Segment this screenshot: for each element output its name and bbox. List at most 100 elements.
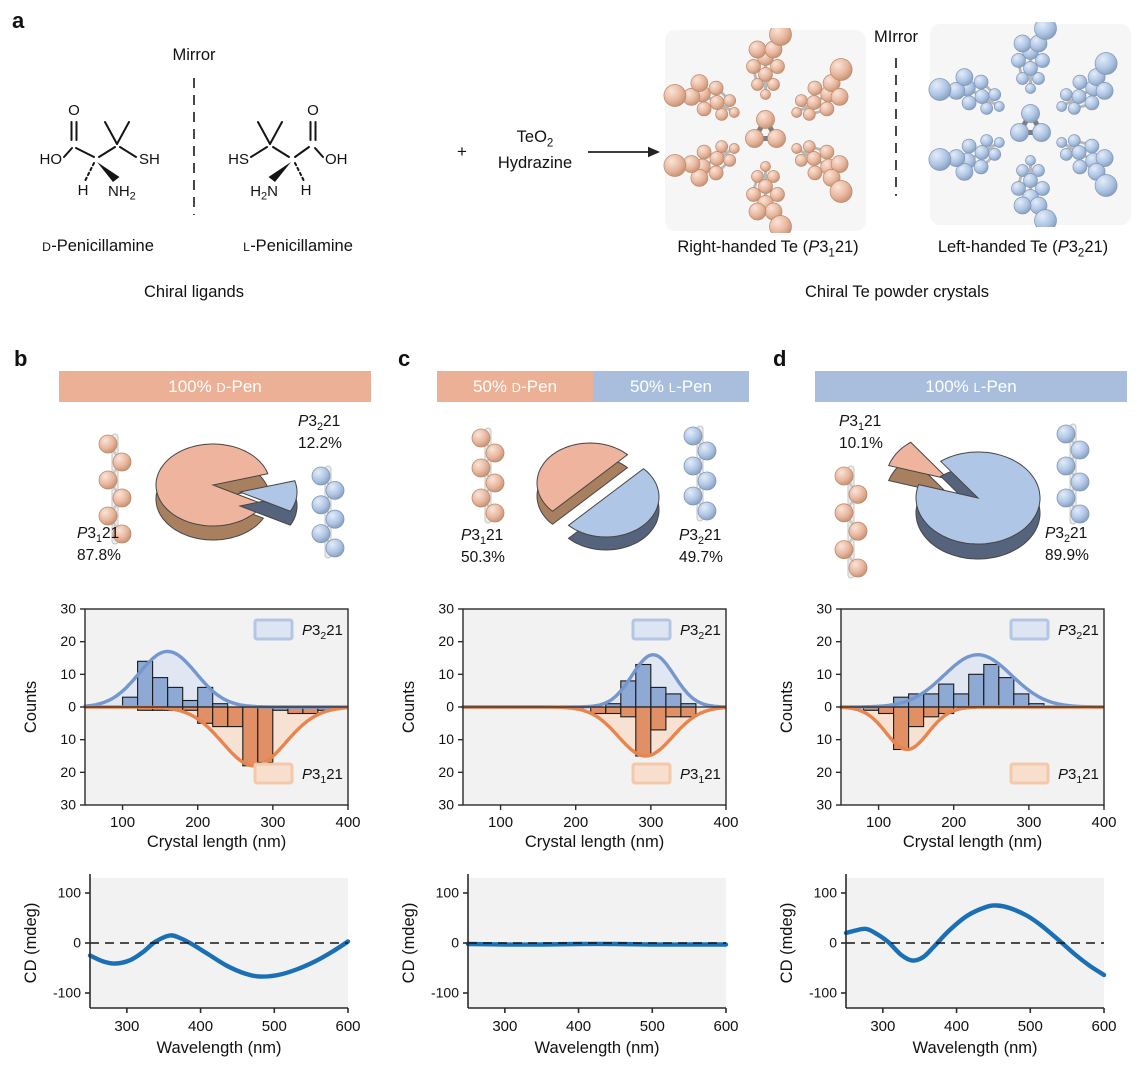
- pie-slice-label: P3221 12.2%: [298, 413, 342, 453]
- wedge-bond: [97, 162, 120, 182]
- atom-sh: SH: [139, 151, 160, 168]
- y-axis-label: CD (mdeg): [24, 903, 40, 984]
- svg-text:20: 20: [816, 764, 832, 780]
- panel-label-d: d: [773, 346, 787, 371]
- atom-o: O: [307, 102, 319, 119]
- svg-text:10: 10: [60, 666, 76, 682]
- legend-up: P3221: [253, 618, 343, 642]
- atom-o: O: [68, 102, 80, 119]
- cd-curve: [843, 903, 1107, 978]
- te-helix-icon: [1056, 423, 1090, 525]
- svg-text:-100: -100: [809, 985, 837, 1001]
- pie-chart: P3121 50.3% P3221 49.7%: [433, 408, 763, 608]
- condition-segment: 50% L-Pen: [593, 371, 749, 402]
- svg-text:100: 100: [814, 885, 838, 901]
- svg-text:500: 500: [1018, 1018, 1043, 1035]
- crystal-right-handed: [663, 28, 866, 233]
- svg-text:100: 100: [866, 814, 891, 831]
- svg-text:400: 400: [713, 814, 738, 831]
- pie-3d: [471, 425, 717, 551]
- svg-text:20: 20: [60, 633, 76, 649]
- reagent-teo2: TeO2: [516, 128, 554, 150]
- condition-header: 100% D-Pen: [59, 371, 371, 402]
- legend-down: P3121: [631, 762, 721, 786]
- crystal-cluster: [663, 28, 853, 233]
- panel-c: 50% D-Pen 50% L-Pen P3121 50.3% P3221 49.7% …: [402, 340, 764, 1076]
- svg-text:0: 0: [73, 935, 81, 951]
- atom-h: H: [78, 182, 89, 199]
- panel-b: 100% D-Pen P3121 87.8% P3221 12.2% 30 20 10 0 1…: [24, 340, 386, 1076]
- pie-slice: [915, 451, 1041, 545]
- pie-3d: [98, 433, 345, 559]
- te-helix-icon: [834, 465, 868, 579]
- svg-text:600: 600: [713, 1018, 738, 1035]
- svg-text:P3221: P3221: [302, 622, 343, 642]
- atom-h: H: [301, 182, 312, 199]
- svg-text:0: 0: [451, 935, 459, 951]
- pie-chart: P3121 87.8% P3221 12.2%: [55, 408, 385, 608]
- axes: 100 0 -100 300 400 500 600: [431, 885, 739, 1036]
- reaction-arrowhead-icon: [648, 146, 660, 158]
- condition-header: 50% D-Pen 50% L-Pen: [437, 371, 749, 402]
- pie-slice: [888, 441, 950, 480]
- cd-curve: [465, 941, 729, 947]
- histogram-bars-down: [590, 706, 697, 757]
- svg-text:600: 600: [1091, 1018, 1116, 1035]
- atom-h2n: H2N: [250, 183, 278, 203]
- pie-slice-label: P3121 10.1%: [839, 413, 883, 453]
- svg-text:400: 400: [566, 1018, 591, 1035]
- svg-text:10: 10: [438, 731, 454, 747]
- x-axis-label: Wavelength (nm): [912, 1039, 1037, 1057]
- y-axis-label: Counts: [402, 681, 418, 733]
- svg-text:20: 20: [816, 633, 832, 649]
- pie-slice-label: P3221 89.9%: [1045, 525, 1089, 565]
- te-helix-icon: [311, 465, 345, 559]
- svg-text:P3121: P3121: [1058, 766, 1099, 786]
- reagents-label: TeO2 Hydrazine: [478, 126, 592, 174]
- pie-slice: [567, 468, 660, 538]
- x-axis-label: Wavelength (nm): [156, 1039, 281, 1057]
- svg-text:200: 200: [185, 814, 210, 831]
- histogram-bars-down: [862, 706, 955, 751]
- svg-text:300: 300: [260, 814, 285, 831]
- svg-text:20: 20: [438, 633, 454, 649]
- svg-text:30: 30: [60, 797, 76, 813]
- svg-text:300: 300: [1016, 814, 1041, 831]
- svg-text:10: 10: [816, 666, 832, 682]
- cd-curve: [87, 933, 351, 979]
- pie-slice: [536, 442, 629, 512]
- svg-text:30: 30: [816, 601, 832, 617]
- svg-text:400: 400: [335, 814, 360, 831]
- crystal-left-handed: [928, 22, 1131, 227]
- svg-text:10: 10: [816, 731, 832, 747]
- bond-lines: [250, 121, 324, 182]
- svg-text:100: 100: [488, 814, 513, 831]
- pie-slice-label: P3121 87.8%: [77, 525, 121, 565]
- d-pen-name: D-Penicillamine: [42, 237, 154, 255]
- svg-text:20: 20: [60, 764, 76, 780]
- distribution-fill: [85, 707, 348, 766]
- x-axis-label: Crystal length (nm): [903, 833, 1042, 851]
- svg-text:500: 500: [262, 1018, 287, 1035]
- pie-slice-label: P3121 50.3%: [461, 527, 505, 567]
- svg-text:300: 300: [870, 1018, 895, 1035]
- atom-oh: OH: [325, 151, 348, 168]
- right-crystal-label: Right-handed Te (P3121): [677, 238, 859, 260]
- axes: 100 0 -100 300 400 500 600: [809, 885, 1117, 1036]
- x-axis-label: Crystal length (nm): [147, 833, 286, 851]
- cd-spectrum: 100 0 -100 300 400 500 600 Wavelength (nm) CD (m…: [24, 874, 361, 1057]
- svg-text:100: 100: [110, 814, 135, 831]
- pie-slice: [155, 443, 269, 527]
- svg-text:300: 300: [492, 1018, 517, 1035]
- svg-text:100: 100: [436, 885, 460, 901]
- legend-up: P3221: [1009, 618, 1099, 642]
- svg-text:600: 600: [335, 1018, 360, 1035]
- svg-text:-100: -100: [53, 985, 81, 1001]
- distribution-curve-up: [839, 652, 1105, 709]
- panel-label-b: b: [14, 346, 28, 371]
- condition-header: 100% L-Pen: [815, 371, 1127, 402]
- te-helix-icon: [98, 433, 132, 545]
